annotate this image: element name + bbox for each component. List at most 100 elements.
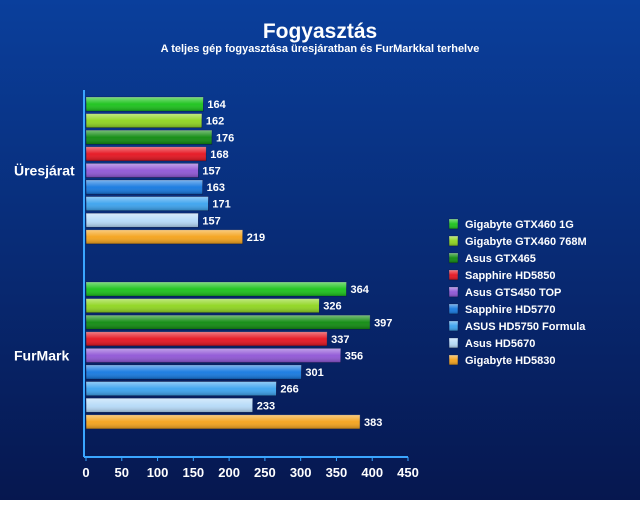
x-ticks-group: 0 50 100 150 200 250 300 350 400 450 [82,457,419,480]
bar [85,314,371,330]
x-tick-label: 200 [218,465,240,480]
legend-item: ASUS HD5750 Formula [448,320,586,333]
bar-value-label: 397 [374,317,392,329]
bar [85,113,203,129]
bar-shine [86,315,371,330]
bar-shine [86,331,328,346]
x-tick-label: 350 [326,465,348,480]
bar [85,163,199,178]
bar-shine [86,348,341,363]
legend-label: ASUS HD5750 Formula [465,321,586,333]
bar-value-label: 326 [323,301,341,313]
x-tick-label: 300 [290,465,312,480]
bar [85,96,204,112]
bar-value-label: 301 [305,367,323,379]
bar [85,146,207,162]
bar-value-label: 176 [216,132,234,144]
x-tick-label: 400 [361,465,383,480]
x-tick-label: 150 [182,465,204,480]
bars-group [85,96,371,430]
bar [85,281,347,297]
bar [85,348,342,363]
legend-swatch-shine [449,338,458,348]
legend-label: Sapphire HD5770 [465,304,555,316]
bar-shine [86,163,199,178]
bar-shine [86,97,204,112]
bar [85,331,328,347]
bar-shine [86,298,320,313]
bar-shine [86,130,212,145]
bar [85,397,254,413]
bar [85,229,244,245]
legend: Gigabyte GTX460 1G Gigabyte GTX460 768M As… [448,218,587,367]
legend-item: Gigabyte HD5830 [448,354,555,367]
bar [85,381,277,397]
bar-shine [86,365,302,380]
bar-value-label: 219 [247,232,265,244]
bar-value-label: 164 [207,99,226,111]
bar-value-label: 364 [350,284,369,296]
bar-shine [86,229,243,244]
x-tick-label: 250 [254,465,276,480]
legend-label: Sapphire HD5850 [465,270,555,282]
legend-swatch-shine [449,321,458,331]
bar [85,196,209,212]
legend-label: Gigabyte GTX460 768M [465,236,587,248]
bar-shine [86,196,209,211]
bar-value-label: 157 [202,166,220,178]
legend-swatch-shine [449,355,458,365]
bar-shine [86,213,199,228]
bar-value-label: 171 [212,199,230,211]
bar-value-label: 356 [345,351,363,363]
legend-item: Asus GTS450 TOP [448,286,561,299]
x-tick-label: 0 [82,465,89,480]
legend-item: Sapphire HD5770 [448,303,555,316]
bar-value-label: 337 [331,334,349,346]
bar [85,414,361,430]
bar-value-label: 162 [206,116,224,128]
legend-label: Asus GTS450 TOP [465,287,561,299]
bar [85,298,320,314]
bar-value-label: 157 [202,215,220,227]
category-label: FurMark [14,348,69,364]
legend-item: Asus HD5670 [448,337,535,350]
x-tick-label: 50 [115,465,129,480]
legend-item: Gigabyte GTX460 768M [448,235,587,248]
legend-swatch-shine [449,236,458,246]
legend-swatch-shine [449,287,458,297]
bar [85,179,203,195]
category-label: Üresjárat [14,163,75,179]
legend-swatch-shine [449,304,458,314]
bar-shine [86,414,361,429]
legend-swatch-shine [449,253,458,263]
bar-shine [86,113,202,128]
x-tick-label: 100 [147,465,169,480]
bar [85,129,213,145]
chart-title: Fogyasztás [263,20,377,43]
x-tick-label: 450 [397,465,419,480]
legend-label: Asus HD5670 [465,338,535,350]
bar-value-label: 163 [207,182,225,194]
bar-value-label: 233 [257,400,275,412]
bar-shine [86,146,207,161]
bar [85,212,199,228]
bar [85,364,302,380]
legend-swatch-shine [449,270,458,280]
bar-shine [86,282,347,297]
bar-value-label: 266 [280,384,298,396]
bar-shine [86,180,203,195]
bar-value-label: 383 [364,417,382,429]
legend-label: Gigabyte GTX460 1G [465,219,574,231]
bar-value-label: 168 [210,149,228,161]
bar-shine [86,398,253,413]
chart-subtitle: A teljes gép fogyasztása üresjáratban és… [161,43,480,55]
legend-label: Gigabyte HD5830 [465,355,555,367]
legend-swatch-shine [449,219,458,229]
legend-item: Gigabyte GTX460 1G [448,218,574,231]
category-labels-group: Üresjárat FurMark [14,163,75,364]
legend-label: Asus GTX465 [465,253,536,265]
value-labels-group: 164 162 176 168 157 163 171 157 219 364 326 397 337 3… [202,99,392,429]
bar-shine [86,381,277,396]
